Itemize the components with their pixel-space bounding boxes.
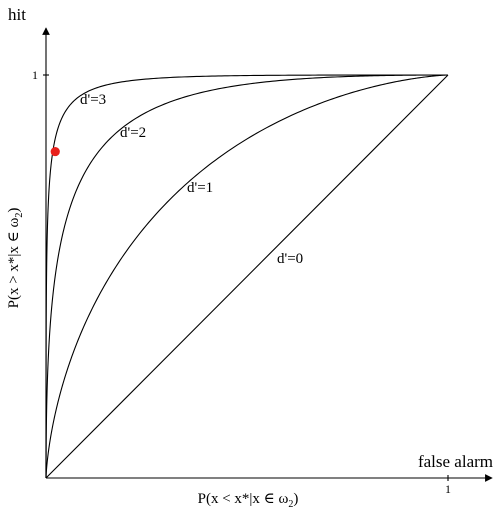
curve-label-dprime-3: d'=3 [80,92,106,108]
y-axis-label: P(x > x*|x ∈ ω2) [6,208,25,309]
curve-label-dprime-0: d'=0 [277,251,303,267]
x-ticks: 1 [445,475,451,496]
curve-label-dprime-2: d'=2 [120,125,146,141]
roc-curves [45,74,449,479]
y-axis-title: hit [8,5,26,24]
y-ticks: 1 [32,68,49,82]
x-tick-label: 1 [445,482,451,496]
y-tick-label: 1 [32,68,38,82]
x-axis-label: P(x < x*|x ∈ ω2) [198,491,299,510]
curve-labels: d'=0 d'=1 d'=2 d'=3 [80,92,303,267]
operating-point-marker [50,146,60,157]
roc-curve-dprime-0 [45,74,449,479]
curve-label-dprime-1: d'=1 [187,180,213,196]
roc-curve-dprime-3 [45,74,448,478]
x-axis-title: false alarm [418,452,493,471]
